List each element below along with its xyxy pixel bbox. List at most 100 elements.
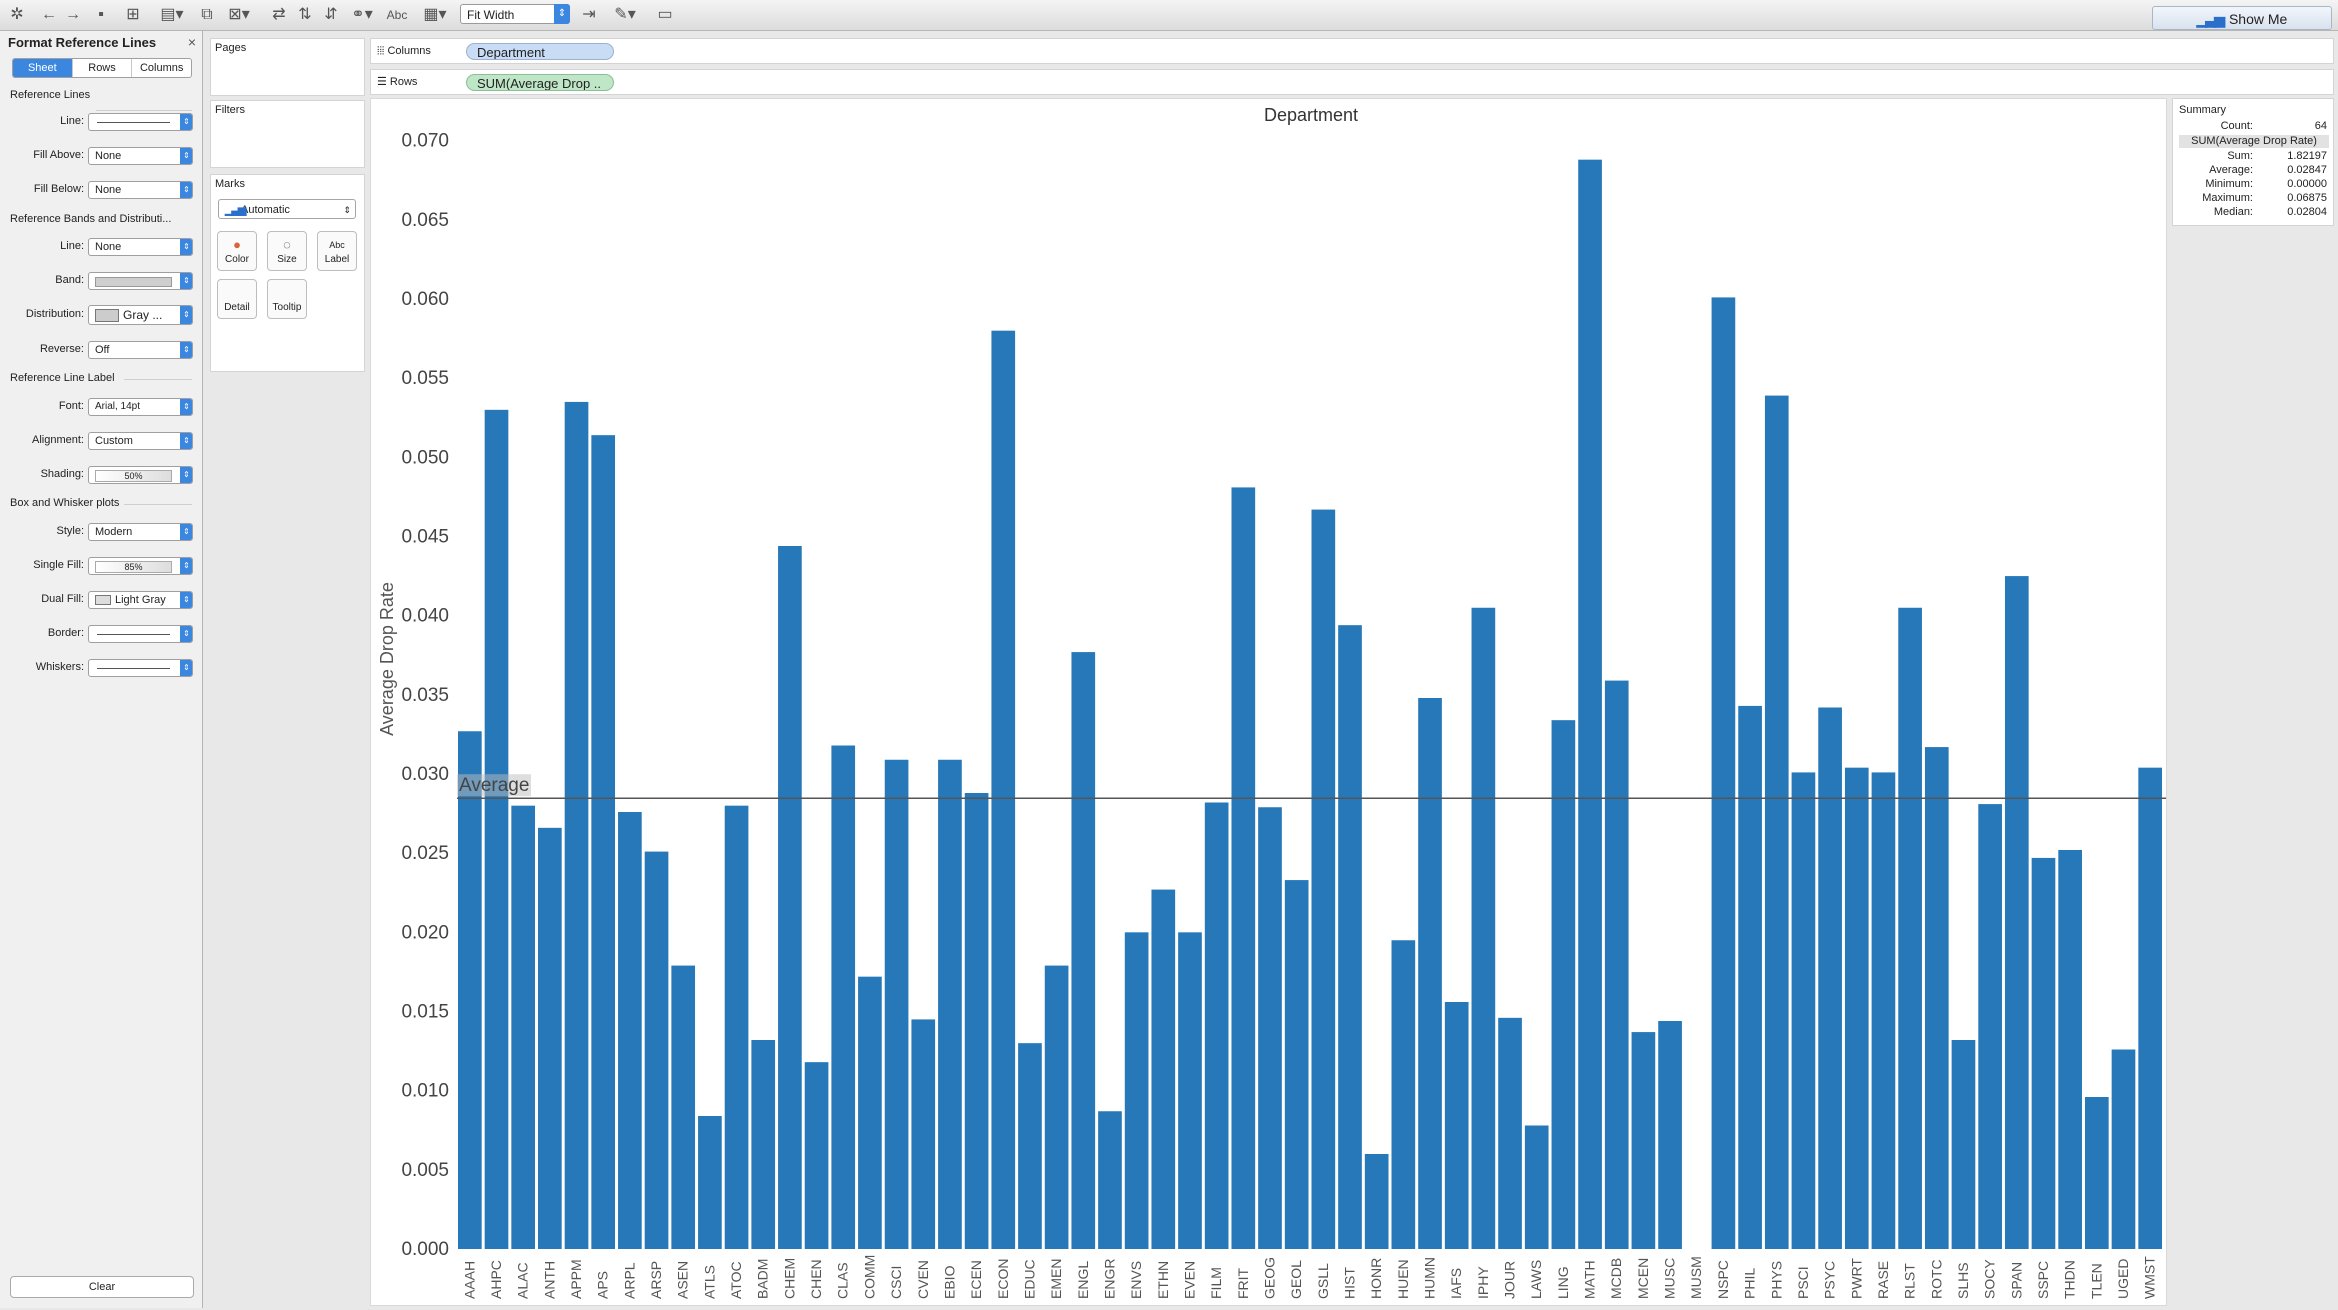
clear-sheet-icon[interactable]: ⊠▾ (228, 6, 250, 23)
show-labels-button[interactable]: Abc (386, 8, 408, 22)
fix-axes-icon[interactable]: ⇥ (582, 6, 596, 23)
columns-shelf[interactable]: ⦙⦙⦙ Columns Department (370, 38, 2334, 64)
bar[interactable] (1311, 509, 1336, 1249)
close-icon[interactable]: × (187, 34, 196, 50)
bar[interactable] (2058, 850, 2082, 1249)
bar[interactable] (1258, 807, 1282, 1249)
bar[interactable] (671, 965, 696, 1249)
band-select[interactable]: ⇕ (88, 272, 193, 290)
bar[interactable] (1418, 698, 1442, 1249)
style-select[interactable]: Modern ⇕ (88, 523, 193, 541)
columns-pill-department[interactable]: Department (466, 43, 614, 60)
bar[interactable] (2138, 767, 2162, 1249)
bar[interactable] (618, 812, 642, 1249)
bar[interactable] (1364, 1154, 1389, 1249)
bar[interactable] (1204, 802, 1229, 1250)
pages-card[interactable]: Pages (210, 38, 365, 96)
bar[interactable] (724, 805, 749, 1249)
tooltip-button[interactable]: Tooltip (267, 279, 307, 319)
single-fill-select[interactable]: 85% ⇕ (88, 557, 193, 575)
label-button[interactable]: Abc Label (317, 231, 357, 271)
fill-below-select[interactable]: None ⇕ (88, 181, 193, 199)
bar[interactable] (831, 745, 856, 1250)
bar[interactable] (1951, 1040, 1976, 1249)
bar[interactable] (1658, 1021, 1682, 1249)
bar[interactable] (1231, 487, 1256, 1250)
bar[interactable] (538, 827, 562, 1249)
tab-columns[interactable]: Columns (131, 59, 191, 77)
rows-pill-measure[interactable]: SUM(Average Drop .. (466, 74, 614, 91)
bar[interactable] (511, 805, 536, 1249)
bar[interactable] (1284, 880, 1309, 1249)
new-worksheet-icon[interactable]: ▤▾ (160, 6, 184, 23)
tableau-logo-icon[interactable]: ✲ (10, 6, 24, 23)
bar[interactable] (884, 759, 909, 1249)
reference-line[interactable]: Average (457, 774, 2166, 799)
fit-select[interactable]: Fit Width ⇕ (460, 4, 570, 24)
rows-shelf[interactable]: ☰ Rows SUM(Average Drop .. (370, 69, 2334, 95)
bar[interactable] (484, 409, 509, 1249)
bar[interactable] (591, 435, 616, 1250)
dual-fill-select[interactable]: Light Gray ⇕ (88, 591, 193, 609)
bar[interactable] (991, 330, 1016, 1249)
bar[interactable] (564, 401, 589, 1250)
bar[interactable] (1071, 652, 1096, 1249)
sort-descending-icon[interactable]: ⇵ (324, 6, 338, 23)
bar[interactable] (1924, 747, 1949, 1249)
bar[interactable] (644, 851, 669, 1249)
bar[interactable] (2004, 576, 2029, 1249)
bar[interactable] (1178, 932, 1202, 1249)
alignment-select[interactable]: Custom ⇕ (88, 432, 193, 450)
bar[interactable] (1764, 395, 1789, 1249)
bar[interactable] (1151, 889, 1176, 1249)
detail-button[interactable]: Detail (217, 279, 257, 319)
bar[interactable] (1844, 767, 1869, 1249)
color-button[interactable]: ● Color (217, 231, 257, 271)
viz-area[interactable]: Department Average Drop Rate 0.000 0.005 0… (370, 98, 2167, 1306)
font-select[interactable]: Arial, 14pt ⇕ (88, 398, 193, 416)
bar[interactable] (1124, 932, 1149, 1249)
reverse-select[interactable]: Off ⇕ (88, 341, 193, 359)
bar[interactable] (778, 546, 802, 1249)
bar[interactable] (1498, 1017, 1522, 1249)
bar[interactable] (1818, 707, 1842, 1250)
bar[interactable] (1391, 940, 1416, 1249)
bar[interactable] (1791, 772, 1816, 1249)
bar[interactable] (858, 976, 882, 1249)
bar[interactable] (1604, 680, 1629, 1249)
highlight-icon[interactable]: ✎▾ (614, 6, 636, 23)
bar[interactable] (911, 1019, 936, 1249)
sort-ascending-icon[interactable]: ⇅ (298, 6, 312, 23)
bar[interactable] (1631, 1032, 1656, 1249)
bar[interactable] (2111, 1049, 2136, 1250)
bar[interactable] (1044, 965, 1069, 1249)
bar[interactable] (804, 1062, 829, 1249)
bar[interactable] (1098, 1111, 1122, 1249)
bar[interactable] (458, 731, 482, 1249)
bar-chart[interactable]: Department Average Drop Rate 0.0000.0050… (371, 99, 2166, 1305)
bar[interactable] (1898, 607, 1922, 1249)
presentation-icon[interactable]: ▭ (657, 6, 673, 23)
show-me-button[interactable]: ▁▃▅ Show Me (2152, 6, 2332, 30)
back-icon[interactable]: ← (41, 6, 57, 23)
new-datasource-icon[interactable]: ⊞ (126, 6, 140, 23)
clear-button[interactable]: Clear (10, 1276, 194, 1298)
bar[interactable] (751, 1040, 776, 1249)
bar[interactable] (1444, 1002, 1469, 1249)
bar[interactable] (1471, 607, 1496, 1249)
filters-card[interactable]: Filters (210, 100, 365, 168)
bar[interactable] (964, 793, 989, 1249)
size-button[interactable]: ◌ Size (267, 231, 307, 271)
bar[interactable] (1578, 159, 1602, 1250)
bar[interactable] (938, 759, 962, 1249)
totals-icon[interactable]: ▦▾ (423, 6, 447, 23)
group-icon[interactable]: ⚭▾ (351, 6, 373, 23)
swap-icon[interactable]: ⇄ (272, 6, 286, 23)
bar[interactable] (1738, 705, 1762, 1249)
tab-rows[interactable]: Rows (71, 59, 132, 77)
bar[interactable] (1978, 804, 2002, 1249)
bar[interactable] (2031, 857, 2056, 1249)
mark-type-select[interactable]: ▁▃▅ Automatic ⇕ (218, 199, 356, 219)
bar[interactable] (1018, 1043, 1042, 1249)
band-line-select[interactable]: None ⇕ (88, 238, 193, 256)
